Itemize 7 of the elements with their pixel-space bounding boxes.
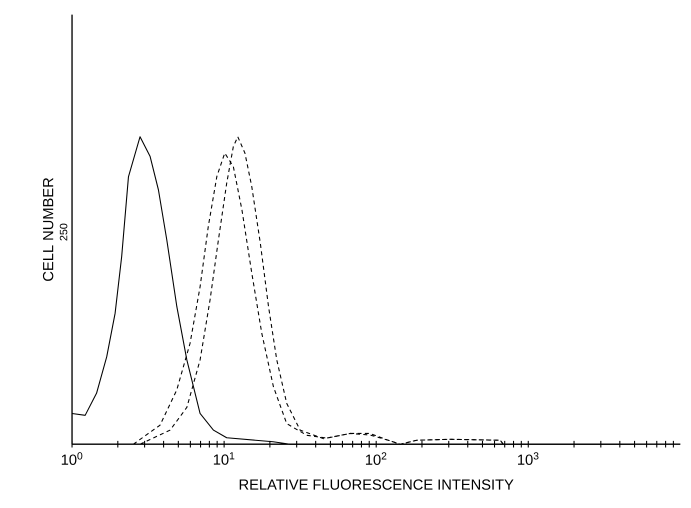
x-tick-label: 10$^{2}$ xyxy=(366,452,386,465)
text: 250 xyxy=(60,224,68,240)
x-tick-label: 10$^{3}$ xyxy=(518,452,538,465)
x-tick-label: 10$^{0}$ xyxy=(62,452,82,465)
y-axis-title: CELL NUMBER xyxy=(42,178,54,281)
x-axis-title: RELATIVE FLUORESCENCE INTENSITY xyxy=(240,479,514,490)
x-tick-label: 10$^{1}$ xyxy=(214,452,234,465)
